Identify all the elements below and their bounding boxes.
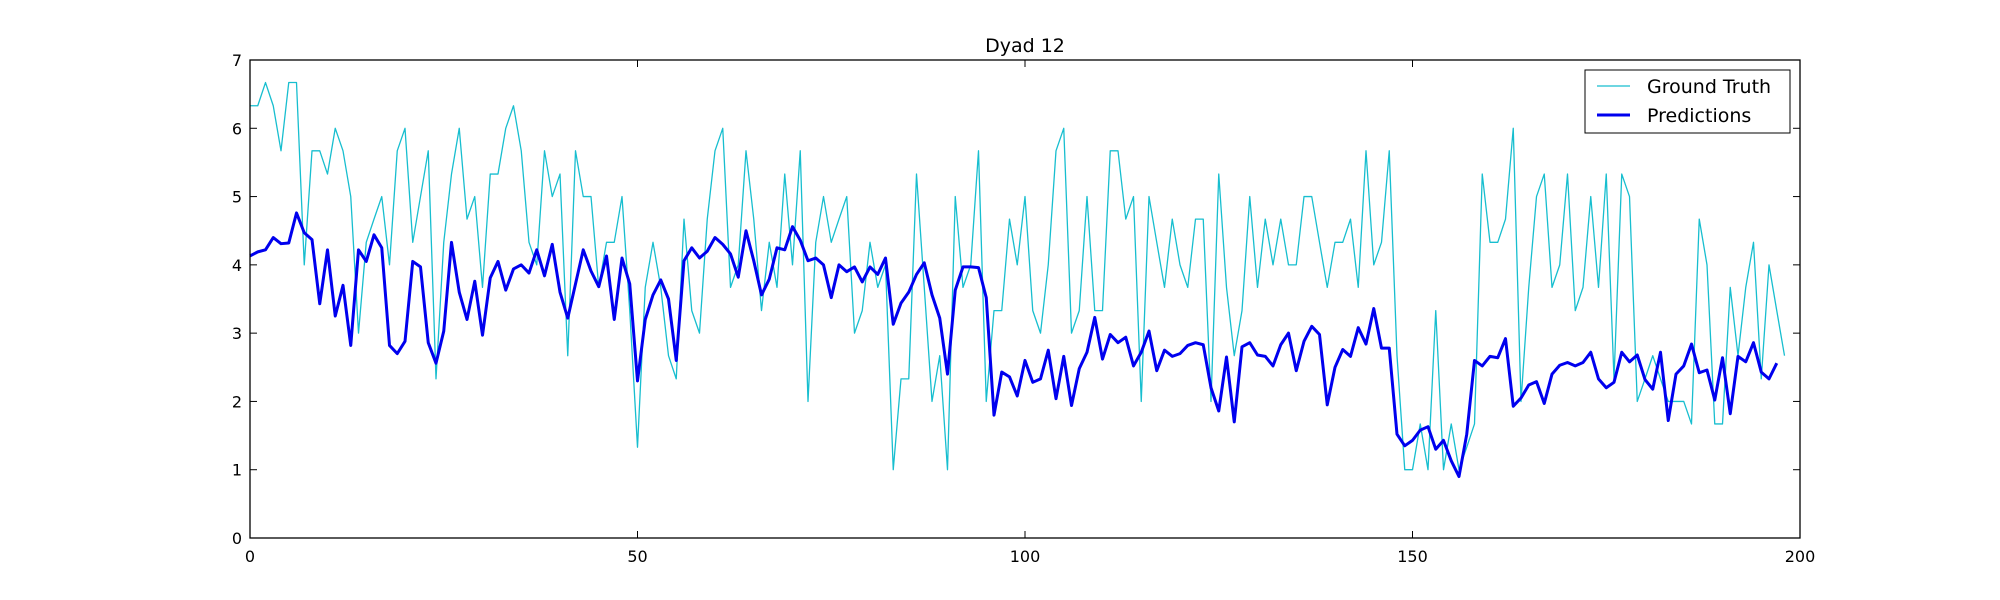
x-tick-label-100: 100	[1010, 547, 1041, 566]
series-layer	[249, 81, 1786, 479]
legend: Ground Truth Predictions	[1584, 69, 1791, 134]
series-line-predictions	[249, 211, 1779, 479]
legend-label-predictions: Predictions	[1647, 105, 1751, 127]
x-tick-label-200: 200	[1785, 547, 1816, 566]
legend-box	[1584, 69, 1791, 134]
chart-title: Dyad 12	[985, 35, 1065, 57]
y-tick-label-3: 3	[232, 324, 242, 343]
y-tick-label-0: 0	[232, 529, 242, 548]
x-tick-label-50: 50	[627, 547, 647, 566]
x-tick-label-0: 0	[245, 547, 255, 566]
y-tick-label-4: 4	[232, 256, 242, 275]
series-line-ground-truth	[250, 81, 1786, 471]
x-tick-label-150: 150	[1397, 547, 1428, 566]
y-tick-label-1: 1	[232, 461, 242, 480]
y-tick-label-5: 5	[232, 188, 242, 207]
ticks-layer: 0 50 100 150 200 0 1 2 3 4 5 6 7	[232, 51, 1815, 566]
legend-label-ground-truth: Ground Truth	[1647, 76, 1771, 98]
y-tick-label-6: 6	[232, 119, 242, 138]
y-tick-label-2: 2	[232, 392, 242, 411]
y-tick-label-7: 7	[232, 51, 242, 70]
